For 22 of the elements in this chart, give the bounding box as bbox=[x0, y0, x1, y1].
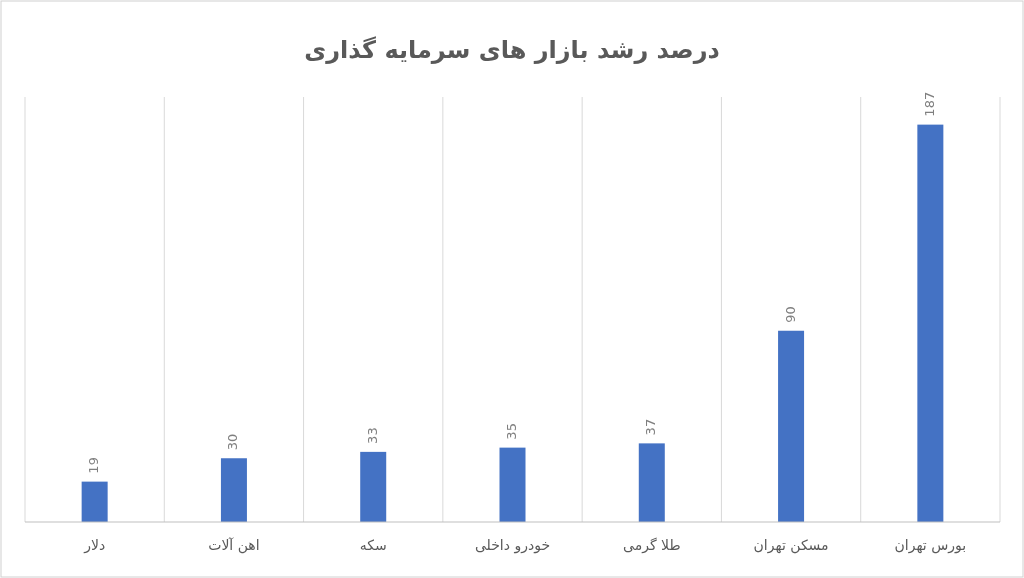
x-tick-label: خودرو داخلی bbox=[474, 537, 551, 554]
x-tick-label: طلا گرمی bbox=[623, 537, 681, 554]
x-tick-label: دلار bbox=[83, 537, 106, 554]
x-tick-label: مسکن تهران bbox=[753, 537, 829, 554]
bar bbox=[499, 447, 526, 522]
data-label: 19 bbox=[86, 457, 102, 474]
chart-title: درصد رشد بازار های سرمایه گذاری bbox=[304, 36, 720, 64]
bar bbox=[360, 451, 387, 522]
data-label: 187 bbox=[921, 91, 937, 117]
data-label: 30 bbox=[225, 433, 241, 451]
x-tick-label: بورس تهران bbox=[894, 537, 967, 554]
bar bbox=[220, 458, 247, 522]
bar bbox=[81, 481, 108, 522]
data-label: 37 bbox=[643, 418, 659, 436]
data-label: 35 bbox=[504, 423, 519, 440]
bar bbox=[917, 124, 944, 522]
x-tick-label: سکه bbox=[359, 537, 387, 553]
data-label: 33 bbox=[364, 427, 380, 444]
data-label: 90 bbox=[782, 306, 798, 323]
bar bbox=[638, 443, 665, 522]
x-tick-label: اهن آلات bbox=[208, 537, 260, 554]
bar bbox=[778, 330, 805, 522]
